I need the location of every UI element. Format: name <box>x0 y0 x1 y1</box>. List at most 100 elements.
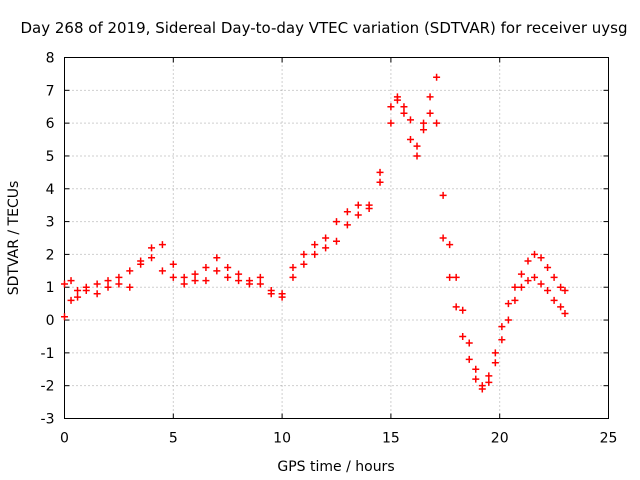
data-point <box>452 303 460 311</box>
y-tick-label: 8 <box>46 51 55 67</box>
data-point <box>82 287 90 295</box>
data-point <box>224 264 232 272</box>
data-point <box>289 264 297 272</box>
data-point <box>256 273 264 281</box>
data-point <box>311 250 319 258</box>
data-point <box>354 211 362 219</box>
data-point <box>561 309 569 317</box>
data-point <box>524 277 532 285</box>
data-point <box>426 109 434 117</box>
data-point <box>278 293 286 301</box>
data-point <box>406 136 414 144</box>
y-tick-label: 1 <box>46 280 55 296</box>
data-point <box>537 254 545 262</box>
data-point <box>452 273 460 281</box>
data-point <box>202 264 210 272</box>
data-point <box>426 93 434 101</box>
data-point <box>191 277 199 285</box>
data-point <box>61 280 68 288</box>
data-point <box>148 254 156 262</box>
data-point <box>158 267 166 275</box>
data-point <box>387 103 395 111</box>
data-points <box>61 73 569 393</box>
data-point <box>224 273 232 281</box>
data-point <box>213 254 221 262</box>
data-point <box>104 277 112 285</box>
axis-ticks: -3 -2 -1 0 1 2 3 4 5 6 7 8 0 5 10 15 20 25 <box>41 51 618 447</box>
data-point <box>158 241 166 249</box>
series-track-1 <box>61 73 569 393</box>
data-point <box>420 126 428 134</box>
data-point <box>148 244 156 252</box>
data-point <box>180 273 188 281</box>
y-tick-label: 4 <box>46 182 55 198</box>
x-tick-label: 20 <box>491 431 509 447</box>
data-point <box>491 359 499 367</box>
data-point <box>433 73 441 81</box>
data-point <box>544 287 552 295</box>
x-tick-label: 10 <box>273 431 291 447</box>
data-point <box>400 103 408 111</box>
data-point <box>504 300 512 308</box>
data-point <box>491 349 499 357</box>
data-point <box>61 313 68 321</box>
data-point <box>524 257 532 265</box>
data-point <box>202 277 210 285</box>
series-track-2 <box>61 93 569 390</box>
y-tick-label: 0 <box>46 313 55 329</box>
data-point <box>537 280 545 288</box>
data-point <box>300 260 308 268</box>
data-point <box>376 178 384 186</box>
chart-title: Day 268 of 2019, Sidereal Day-to-day VTE… <box>20 19 627 37</box>
plot-frame <box>64 57 609 419</box>
data-point <box>517 270 525 278</box>
data-point <box>550 273 558 281</box>
data-point <box>459 332 467 340</box>
data-point <box>322 234 330 242</box>
data-point <box>93 290 101 298</box>
data-point <box>504 316 512 324</box>
data-point <box>561 287 569 295</box>
data-point <box>213 267 221 275</box>
data-point <box>439 191 447 199</box>
data-point <box>169 273 177 281</box>
data-point <box>465 355 473 363</box>
data-point <box>235 270 243 278</box>
data-point <box>74 293 82 301</box>
x-tick-label: 0 <box>60 431 69 447</box>
data-point <box>376 168 384 176</box>
y-tick-label: -1 <box>41 346 55 362</box>
data-point <box>446 273 454 281</box>
data-point <box>406 116 414 124</box>
y-tick-label: 6 <box>46 116 55 132</box>
data-point <box>93 280 101 288</box>
y-tick-label: 5 <box>46 149 55 165</box>
data-point <box>511 296 519 304</box>
data-point <box>433 119 441 127</box>
data-point <box>289 273 297 281</box>
data-point <box>413 152 421 160</box>
data-point <box>400 109 408 117</box>
data-point <box>137 257 145 265</box>
x-axis-label: GPS time / hours <box>277 459 394 475</box>
x-tick-label: 15 <box>382 431 400 447</box>
data-point <box>354 201 362 209</box>
data-point <box>191 270 199 278</box>
data-point <box>267 290 275 298</box>
data-point <box>465 339 473 347</box>
data-point <box>235 277 243 285</box>
data-point <box>387 119 395 127</box>
data-point <box>472 365 480 373</box>
data-point <box>115 273 123 281</box>
x-tick-label: 5 <box>169 431 178 447</box>
y-tick-label: -3 <box>41 412 55 428</box>
data-point <box>498 336 506 344</box>
data-point <box>393 93 401 101</box>
data-point <box>413 142 421 150</box>
y-tick-label: -2 <box>41 379 55 395</box>
data-point <box>531 250 539 258</box>
data-point <box>343 208 351 216</box>
y-axis-label: SDTVAR / TECUs <box>6 181 22 296</box>
data-point <box>300 250 308 258</box>
